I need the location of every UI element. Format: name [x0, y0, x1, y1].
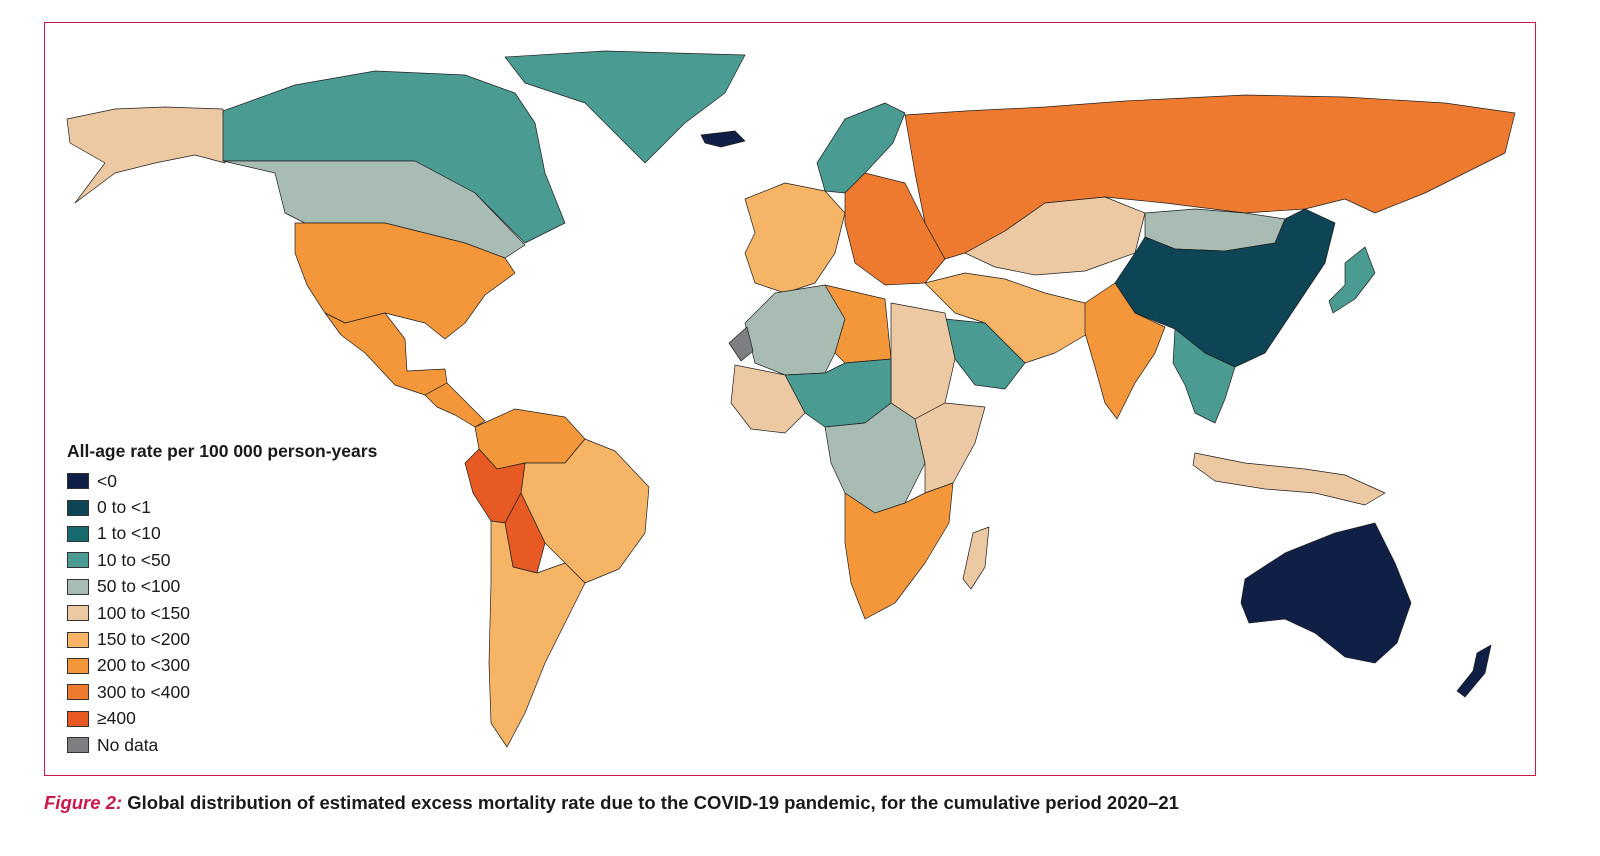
- legend-swatch: [67, 631, 89, 648]
- legend-swatch: [67, 552, 89, 569]
- legend-swatch: [67, 473, 89, 490]
- legend-item: 150 to <200: [67, 626, 377, 652]
- legend-label: 50 to <100: [97, 576, 181, 597]
- legend-swatch: [67, 737, 89, 754]
- map-frame: All-age rate per 100 000 person-years <0…: [44, 22, 1536, 776]
- legend-item: ≥400: [67, 706, 377, 732]
- legend-label: 10 to <50: [97, 549, 171, 570]
- region-japan: [1328, 246, 1376, 314]
- legend-items: <0 0 to <1 1 to <10 10 to <50 50 to <100 100 …: [67, 468, 377, 758]
- region-iceland: [700, 130, 746, 148]
- legend-swatch: [67, 499, 89, 516]
- region-western-europe: [744, 182, 846, 294]
- region-madagascar: [962, 526, 990, 590]
- legend-item: No data: [67, 732, 377, 758]
- region-china: [1114, 208, 1336, 368]
- region-kazakhstan: [964, 196, 1146, 276]
- region-central-africa: [824, 402, 926, 514]
- legend-item: 10 to <50: [67, 547, 377, 573]
- region-eastern-europe: [844, 172, 946, 286]
- legend-item: 50 to <100: [67, 574, 377, 600]
- region-east-africa: [914, 402, 986, 494]
- legend-item: 1 to <10: [67, 521, 377, 547]
- region-greenland: [504, 50, 746, 164]
- region-egypt-sudan: [890, 302, 956, 420]
- legend-item: 300 to <400: [67, 679, 377, 705]
- legend-swatch: [67, 710, 89, 727]
- legend-swatch: [67, 605, 89, 622]
- region-indonesia: [1192, 452, 1386, 506]
- region-russia: [904, 94, 1516, 260]
- region-india: [1084, 282, 1166, 420]
- legend-title: All-age rate per 100 000 person-years: [67, 441, 378, 461]
- region-new-zealand: [1456, 644, 1492, 698]
- legend-label: No data: [97, 734, 159, 755]
- region-australia: [1240, 522, 1412, 664]
- region-southern-africa: [844, 482, 954, 620]
- legend-item: 200 to <300: [67, 653, 377, 679]
- region-west-africa: [730, 364, 806, 434]
- region-usa: [294, 222, 516, 340]
- figure-caption: Figure 2: Global distribution of estimat…: [44, 792, 1179, 814]
- map-legend: All-age rate per 100 000 person-years <0…: [67, 441, 377, 758]
- region-saudi-arabia: [944, 318, 1026, 390]
- legend-label: 100 to <150: [97, 602, 190, 623]
- figure-label: Figure 2:: [44, 792, 123, 813]
- legend-item: <0: [67, 468, 377, 494]
- region-mexico: [324, 312, 448, 396]
- legend-label: 1 to <10: [97, 523, 161, 544]
- legend-swatch: [67, 525, 89, 542]
- legend-label: ≥400: [97, 708, 136, 729]
- legend-swatch: [67, 578, 89, 595]
- region-western-sahara: [728, 326, 754, 362]
- region-alaska: [66, 106, 226, 204]
- region-argentina-chile: [488, 520, 586, 748]
- legend-label: 200 to <300: [97, 655, 190, 676]
- region-scandinavia: [816, 102, 906, 194]
- legend-swatch: [67, 657, 89, 674]
- legend-item: 0 to <1: [67, 494, 377, 520]
- legend-label: 300 to <400: [97, 681, 190, 702]
- region-middle-east: [924, 272, 1090, 364]
- world-choropleth-map: [66, 50, 1516, 748]
- caption-text: Global distribution of estimated excess …: [127, 792, 1179, 813]
- legend-label: <0: [97, 470, 117, 491]
- legend-label: 0 to <1: [97, 497, 152, 518]
- region-central-america: [424, 382, 486, 428]
- legend-label: 150 to <200: [97, 629, 190, 650]
- legend-item: 100 to <150: [67, 600, 377, 626]
- region-southeast-asia: [1172, 328, 1236, 424]
- region-north-africa: [744, 284, 846, 376]
- legend-swatch: [67, 684, 89, 701]
